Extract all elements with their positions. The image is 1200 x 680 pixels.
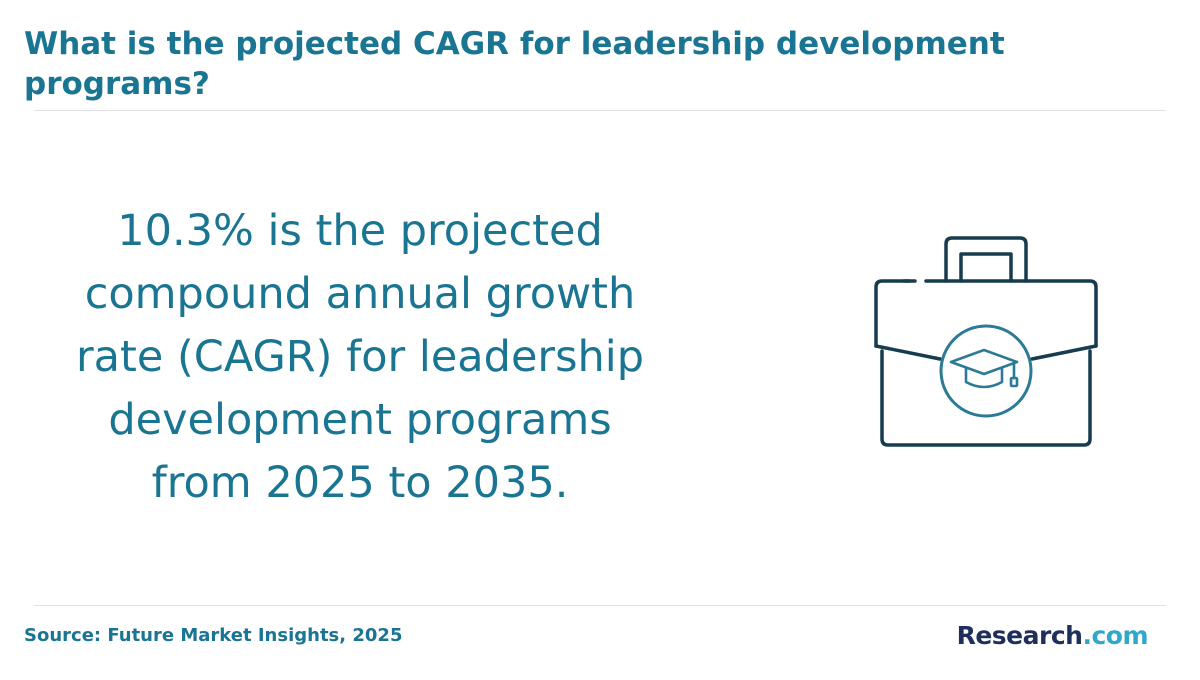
logo-brand: Research [956,621,1083,650]
source-note: Source: Future Market Insights, 2025 [24,625,403,646]
logo-tld: .com [1082,621,1148,650]
briefcase-graduation-cap-icon [874,236,1098,447]
page-title: What is the projected CAGR for leadershi… [24,26,1005,102]
footer-divider [34,605,1166,606]
cagr-statement: 10.3% is the projected compound annual g… [76,206,644,508]
header-divider [34,110,1166,111]
research-com-logo[interactable]: Research.com [956,618,1149,654]
